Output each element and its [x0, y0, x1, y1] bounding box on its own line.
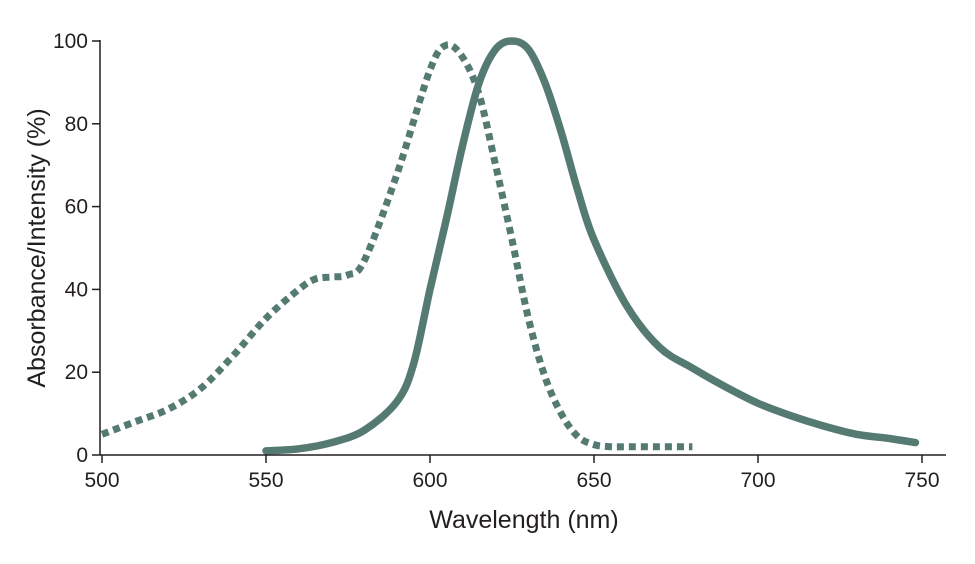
x-tick-label: 550 [248, 469, 283, 492]
x-axis-label: Wavelength (nm) [429, 506, 618, 534]
series-line-solid [262, 37, 920, 455]
y-tick-label: 60 [65, 196, 88, 219]
x-ticks: 500 550 600 650 700 750 [84, 455, 940, 492]
y-tick-label: 100 [53, 30, 88, 53]
x-tick-label: 700 [740, 469, 775, 492]
axes [99, 40, 946, 456]
y-tick-label: 40 [65, 278, 88, 301]
x-tick-label: 600 [412, 469, 447, 492]
plot-area [100, 37, 920, 455]
y-tick-label: 80 [65, 113, 88, 136]
x-tick-label: 650 [576, 469, 611, 492]
x-tick-label: 750 [904, 469, 939, 492]
y-ticks: 0 20 40 60 80 100 [53, 30, 100, 467]
y-axis-label: Absorbance/Intensity (%) [23, 108, 51, 387]
y-tick-label: 0 [76, 444, 88, 467]
series-line-dotted [100, 41, 693, 451]
x-tick-label: 500 [84, 469, 119, 492]
y-tick-label: 20 [65, 361, 88, 384]
